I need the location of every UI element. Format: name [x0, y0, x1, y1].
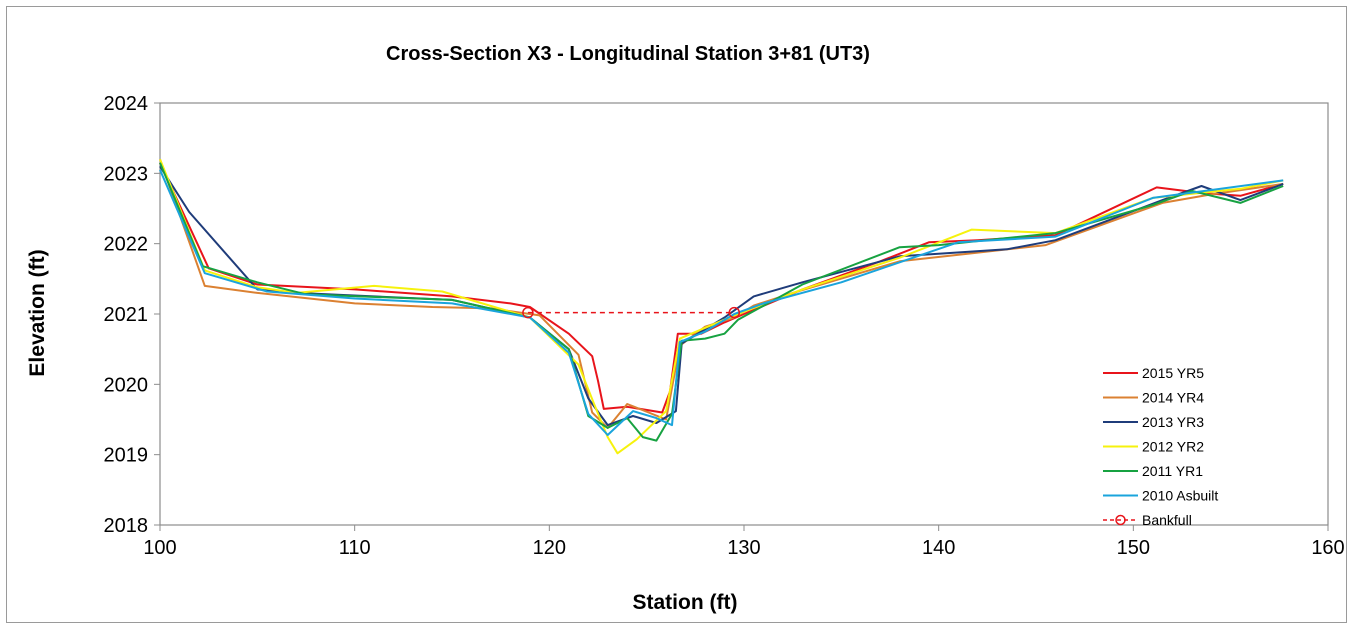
y-tick-label: 2023 — [104, 163, 149, 185]
legend-label: 2011 YR1 — [1142, 463, 1203, 479]
y-tick-label: 2019 — [104, 445, 149, 467]
legend-marker — [1115, 514, 1126, 526]
y-tick-label: 2022 — [104, 234, 149, 256]
legend-label: 2013 YR3 — [1142, 414, 1204, 430]
x-axis-title: Station (ft) — [633, 591, 738, 614]
x-tick-label: 140 — [922, 537, 955, 559]
series-line-2015-yr5 — [159, 162, 1284, 414]
y-tick-label: 2024 — [104, 93, 149, 115]
y-axis: 2018 2019 2020 2021 2022 2023 2024 — [104, 93, 160, 537]
y-axis-title: Elevation (ft) — [26, 249, 49, 376]
legend-label: 2014 YR4 — [1142, 390, 1204, 406]
x-tick-label: 110 — [339, 537, 371, 559]
y-tick-label: 2018 — [104, 515, 149, 537]
y-tick-label: 2021 — [104, 304, 149, 326]
legend-label: 2010 Asbuilt — [1142, 488, 1218, 504]
x-tick-label: 160 — [1311, 537, 1344, 559]
chart-frame — [6, 6, 1347, 623]
series-line-2011-yr1 — [159, 162, 1284, 442]
legend-label: Bankfull — [1142, 512, 1192, 528]
chart-title: Cross-Section X3 - Longitudinal Station … — [386, 43, 870, 65]
legend-label: 2015 YR5 — [1142, 365, 1204, 381]
legend-label: 2012 YR2 — [1142, 439, 1204, 455]
y-tick-label: 2020 — [104, 374, 149, 396]
x-tick-label: 120 — [533, 537, 566, 559]
series-line-2014-yr4 — [159, 158, 1284, 429]
x-tick-label: 130 — [727, 537, 760, 559]
bankfull-marker — [728, 306, 741, 319]
series-layer — [159, 158, 1284, 455]
series-line-2012-yr2 — [159, 158, 1284, 455]
bankfull-marker — [522, 306, 534, 319]
legend: 2015 YR5 2014 YR4 2013 YR3 2012 YR2 2011 YR1… — [1103, 365, 1218, 528]
x-axis: 100 110 120 130 140 150 160 — [143, 525, 1345, 559]
x-tick-label: 100 — [143, 537, 176, 559]
x-tick-label: 150 — [1117, 537, 1150, 559]
series-line-2010-asbuilt — [159, 169, 1284, 436]
